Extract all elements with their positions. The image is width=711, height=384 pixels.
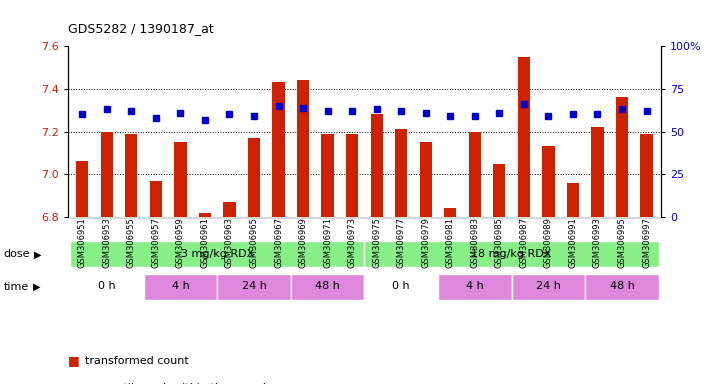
Text: 18 mg/kg RDX: 18 mg/kg RDX: [471, 249, 552, 259]
Text: ■: ■: [68, 354, 80, 367]
Bar: [101, 131, 113, 217]
Text: GSM306987: GSM306987: [519, 217, 528, 268]
Text: 3 mg/kg RDX: 3 mg/kg RDX: [181, 249, 254, 259]
Bar: [144, 274, 217, 300]
Text: GSM306963: GSM306963: [225, 217, 234, 268]
Bar: [542, 146, 555, 217]
Bar: [150, 180, 162, 217]
Bar: [272, 83, 284, 217]
Bar: [419, 142, 432, 217]
Bar: [321, 134, 333, 217]
Text: GSM306995: GSM306995: [617, 217, 626, 268]
Bar: [641, 134, 653, 217]
Bar: [248, 138, 260, 217]
Text: GSM306989: GSM306989: [544, 217, 553, 268]
Bar: [346, 134, 358, 217]
Text: time: time: [4, 282, 29, 292]
Text: GSM306955: GSM306955: [127, 217, 136, 268]
Text: percentile rank within the sample: percentile rank within the sample: [85, 383, 273, 384]
Bar: [438, 274, 512, 300]
Text: ■: ■: [68, 381, 80, 384]
Bar: [223, 202, 235, 217]
Bar: [217, 274, 291, 300]
Text: GSM306971: GSM306971: [323, 217, 332, 268]
Bar: [174, 142, 186, 217]
Text: GDS5282 / 1390187_at: GDS5282 / 1390187_at: [68, 22, 213, 35]
Text: dose: dose: [4, 249, 30, 260]
Bar: [364, 274, 438, 300]
Text: GSM306981: GSM306981: [446, 217, 455, 268]
Text: GSM306997: GSM306997: [642, 217, 651, 268]
Bar: [567, 183, 579, 217]
Bar: [70, 242, 364, 267]
Bar: [199, 213, 211, 217]
Text: GSM306965: GSM306965: [250, 217, 259, 268]
Bar: [364, 242, 659, 267]
Bar: [592, 127, 604, 217]
Bar: [297, 80, 309, 217]
Text: GSM306977: GSM306977: [397, 217, 406, 268]
Text: transformed count: transformed count: [85, 356, 189, 366]
Text: GSM306991: GSM306991: [568, 217, 577, 268]
Bar: [469, 131, 481, 217]
Text: 0 h: 0 h: [392, 281, 410, 291]
Text: GSM306961: GSM306961: [201, 217, 210, 268]
Text: GSM306969: GSM306969: [299, 217, 308, 268]
Bar: [518, 57, 530, 217]
Text: ▶: ▶: [33, 282, 41, 292]
Text: 4 h: 4 h: [466, 281, 483, 291]
Text: 48 h: 48 h: [315, 281, 340, 291]
Text: GSM306983: GSM306983: [470, 217, 479, 268]
Text: GSM306979: GSM306979: [421, 217, 430, 268]
Text: GSM306953: GSM306953: [102, 217, 112, 268]
Text: GSM306975: GSM306975: [372, 217, 381, 268]
Text: 4 h: 4 h: [171, 281, 189, 291]
Text: ▶: ▶: [34, 249, 42, 260]
Text: 24 h: 24 h: [536, 281, 561, 291]
Bar: [70, 274, 144, 300]
Text: GSM306957: GSM306957: [151, 217, 161, 268]
Bar: [585, 274, 659, 300]
Text: GSM306967: GSM306967: [274, 217, 283, 268]
Text: GSM306959: GSM306959: [176, 217, 185, 268]
Bar: [76, 161, 88, 217]
Bar: [370, 114, 383, 217]
Text: GSM306951: GSM306951: [77, 217, 87, 268]
Bar: [512, 274, 585, 300]
Text: GSM306973: GSM306973: [348, 217, 357, 268]
Bar: [125, 134, 137, 217]
Text: 48 h: 48 h: [609, 281, 634, 291]
Text: 24 h: 24 h: [242, 281, 267, 291]
Bar: [291, 274, 364, 300]
Text: 0 h: 0 h: [98, 281, 116, 291]
Text: GSM306993: GSM306993: [593, 217, 602, 268]
Bar: [444, 209, 456, 217]
Bar: [395, 129, 407, 217]
Text: GSM306985: GSM306985: [495, 217, 504, 268]
Bar: [616, 97, 628, 217]
Bar: [493, 164, 506, 217]
